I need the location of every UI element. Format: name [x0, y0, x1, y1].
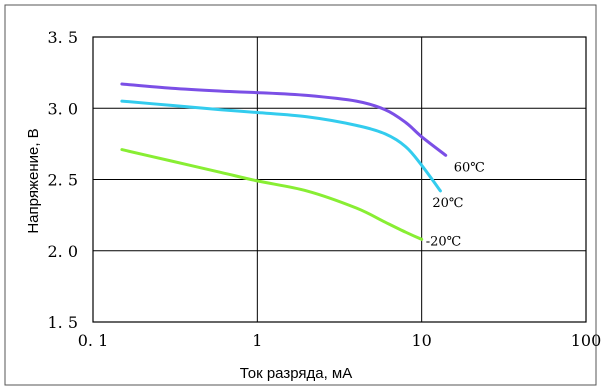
series-line [120, 99, 442, 193]
label-layer: 0. 1 1 10 100 1. 5 2. 0 2. 5 3. 0 3. 5 60℃ 20℃ -20℃ [47, 28, 601, 350]
series-layer [120, 82, 448, 241]
series-label: -20℃ [426, 234, 461, 249]
y-tick-label: 3. 5 [47, 28, 78, 47]
y-axis-title: Напряжение, В [25, 128, 42, 233]
series-label: 20℃ [432, 196, 463, 211]
series-label: 60℃ [454, 160, 485, 175]
x-tick-label: 100 [571, 331, 601, 350]
series-line [120, 82, 448, 157]
x-tick-label: 10 [411, 331, 431, 350]
plot-area [92, 36, 587, 323]
x-tick-label: 1 [252, 331, 262, 350]
y-tick-label: 2. 0 [47, 242, 78, 261]
series-line [120, 148, 424, 241]
y-tick-label: 1. 5 [47, 313, 78, 332]
x-axis-title: Ток разряда, мА [240, 365, 353, 382]
y-tick-label: 2. 5 [47, 171, 78, 190]
y-tick-label: 3. 0 [47, 99, 78, 118]
x-tick-label: 0. 1 [78, 331, 109, 350]
